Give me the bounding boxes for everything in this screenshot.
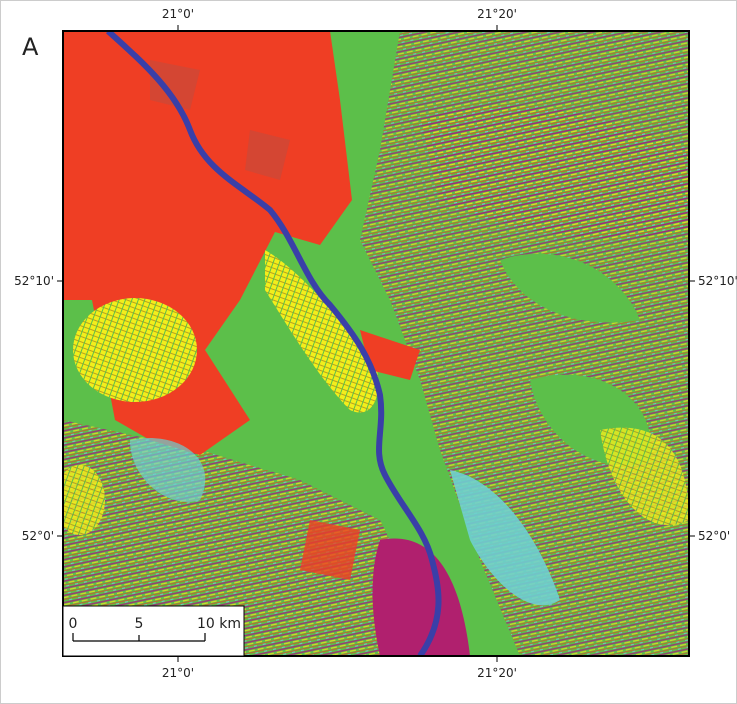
land-cover (55, 31, 689, 656)
scale-bar-label: 5 (135, 616, 144, 632)
scale-bar-label: 0 (69, 616, 78, 632)
top-longitude-label: 21°0' (162, 7, 194, 21)
scale-bar-label: 10 km (197, 616, 241, 632)
right-latitude-label: 52°0' (698, 529, 730, 543)
panel-label: A (22, 33, 39, 61)
bottom-longitude-label: 21°20' (477, 666, 517, 680)
right-latitude-label: 52°10' (698, 274, 737, 288)
page: A 21°0' 21°20' 21°0' 21°20' 52°10' 52°0' 52°10… (0, 0, 737, 704)
left-latitude-label: 52°0' (22, 529, 54, 543)
map-figure: A 21°0' 21°20' 21°0' 21°20' 52°10' 52°0' 52°10… (0, 0, 737, 704)
left-latitude-label: 52°10' (14, 274, 54, 288)
bottom-longitude-label: 21°0' (162, 666, 194, 680)
top-longitude-label: 21°20' (477, 7, 517, 21)
